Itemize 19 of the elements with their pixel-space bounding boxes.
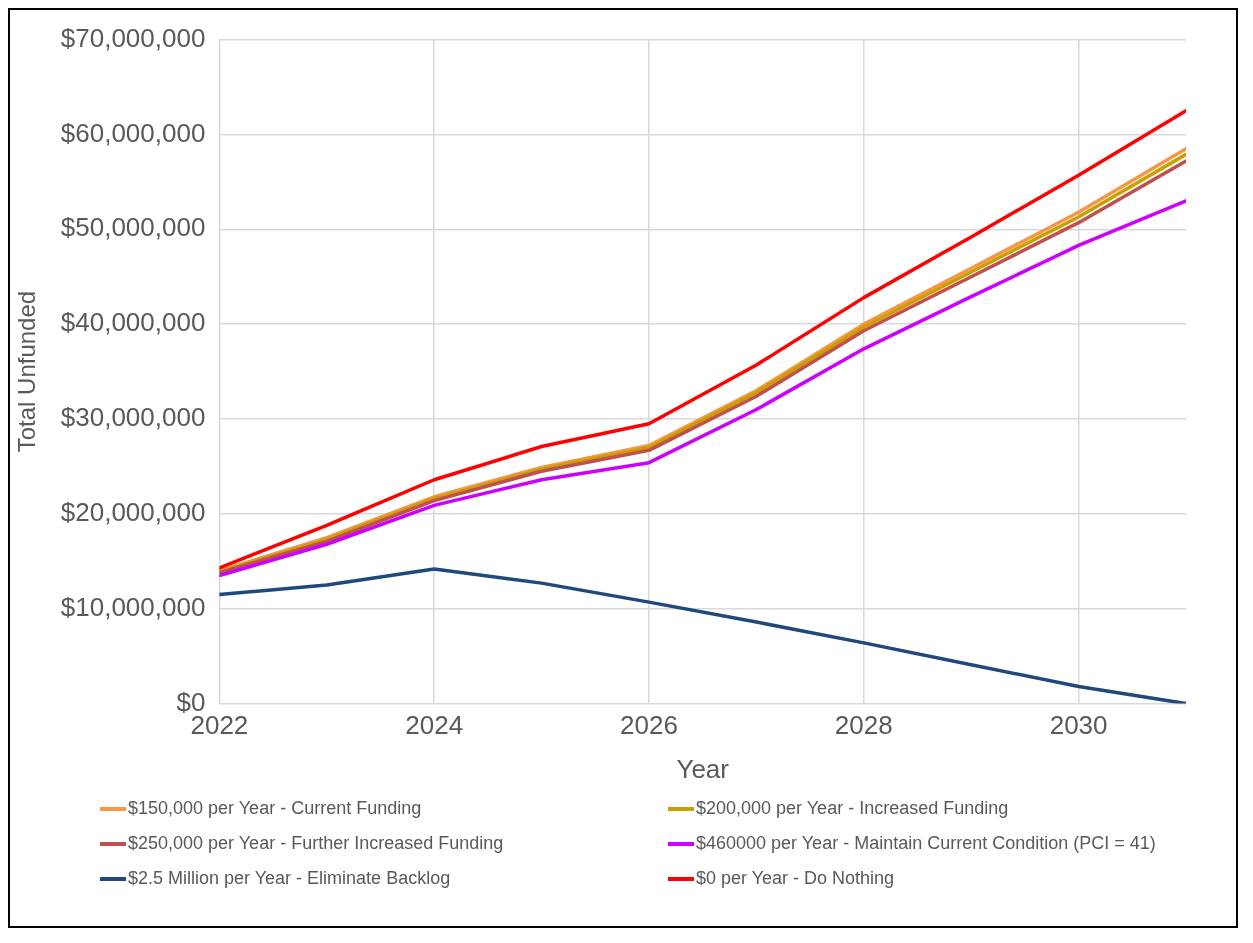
y-tick-label: $50,000,000	[60, 212, 206, 243]
x-tick-label: 2024	[405, 710, 464, 741]
y-tick-label: $70,000,000	[60, 22, 206, 53]
x-tick-label: 2026	[620, 710, 678, 741]
legend-label: $150,000 per Year - Current Funding	[128, 798, 422, 819]
y-tick-label: $40,000,000	[60, 307, 206, 338]
legend-label: $200,000 per Year - Increased Funding	[696, 798, 1009, 819]
y-tick-label: $10,000,000	[60, 591, 206, 622]
legend-label: $0 per Year - Do Nothing	[696, 868, 895, 889]
legend-label: $2.5 Million per Year - Eliminate Backlog	[128, 868, 451, 889]
x-tick-label: 2028	[834, 710, 893, 741]
legend-label: $250,000 per Year - Further Increased Funding	[128, 833, 504, 854]
y-tick-label: $20,000,000	[60, 497, 206, 528]
x-tick-label: 2030	[1049, 710, 1108, 741]
legend-label: $460000 per Year - Maintain Current Condition (PCI = 41)	[696, 833, 1156, 854]
y-tick-label: $60,000,000	[60, 117, 206, 148]
y-tick-label: $30,000,000	[60, 402, 206, 433]
x-axis-title: Year	[676, 753, 730, 784]
y-axis-title: Total Unfunded	[13, 290, 41, 453]
